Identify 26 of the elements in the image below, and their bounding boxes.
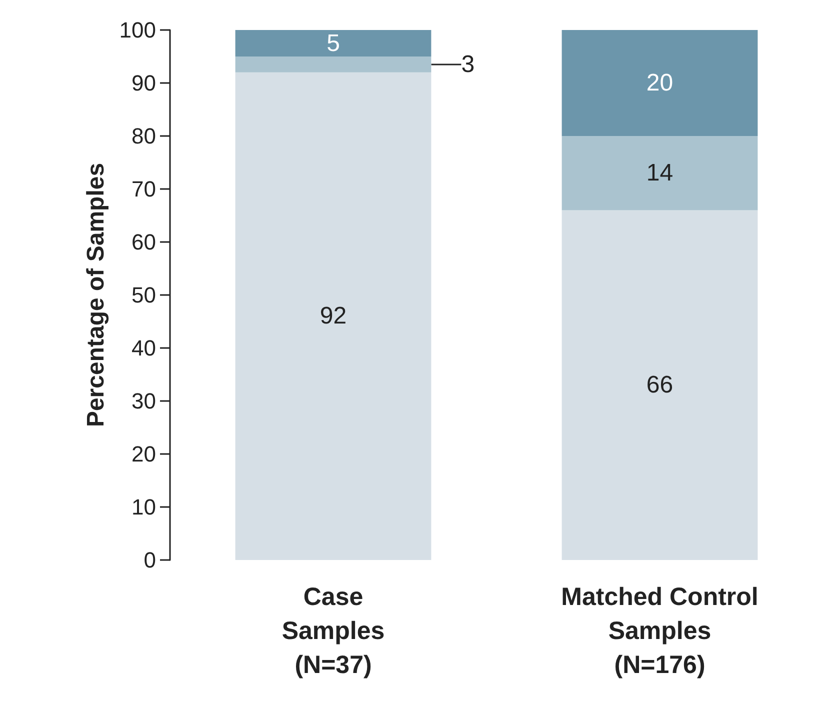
y-tick-label: 70 (132, 176, 156, 202)
y-tick-label: 30 (132, 388, 156, 414)
y-tick-label: 50 (132, 282, 156, 308)
data-label: 14 (646, 160, 674, 187)
bar (235, 56, 432, 72)
y-tick-label: 0 (144, 548, 156, 572)
x-tick-label: Matched Control Samples (N=176) (561, 583, 758, 679)
data-label: 5 (326, 30, 340, 57)
bar (562, 136, 758, 210)
bar (562, 210, 758, 560)
data-label: 20 (646, 70, 674, 96)
bar (235, 30, 432, 56)
y-tick-label: 20 (132, 442, 156, 466)
y-tick-label: 80 (132, 124, 156, 148)
data-label: 3 (461, 50, 475, 78)
y-tick-label: 60 (132, 230, 156, 254)
y-tick-label: 100 (119, 18, 156, 42)
bar (562, 30, 758, 136)
y-tick-label: 90 (132, 70, 156, 96)
x-tick-label: Case Samples (N=37) (282, 583, 385, 679)
y-tick-label: 10 (132, 494, 156, 520)
data-label: 92 (320, 302, 347, 330)
y-tick-label: 40 (132, 336, 156, 360)
bar (235, 72, 432, 560)
y-axis-title: Percentage of Samples (82, 162, 110, 428)
data-label: 66 (646, 372, 674, 399)
